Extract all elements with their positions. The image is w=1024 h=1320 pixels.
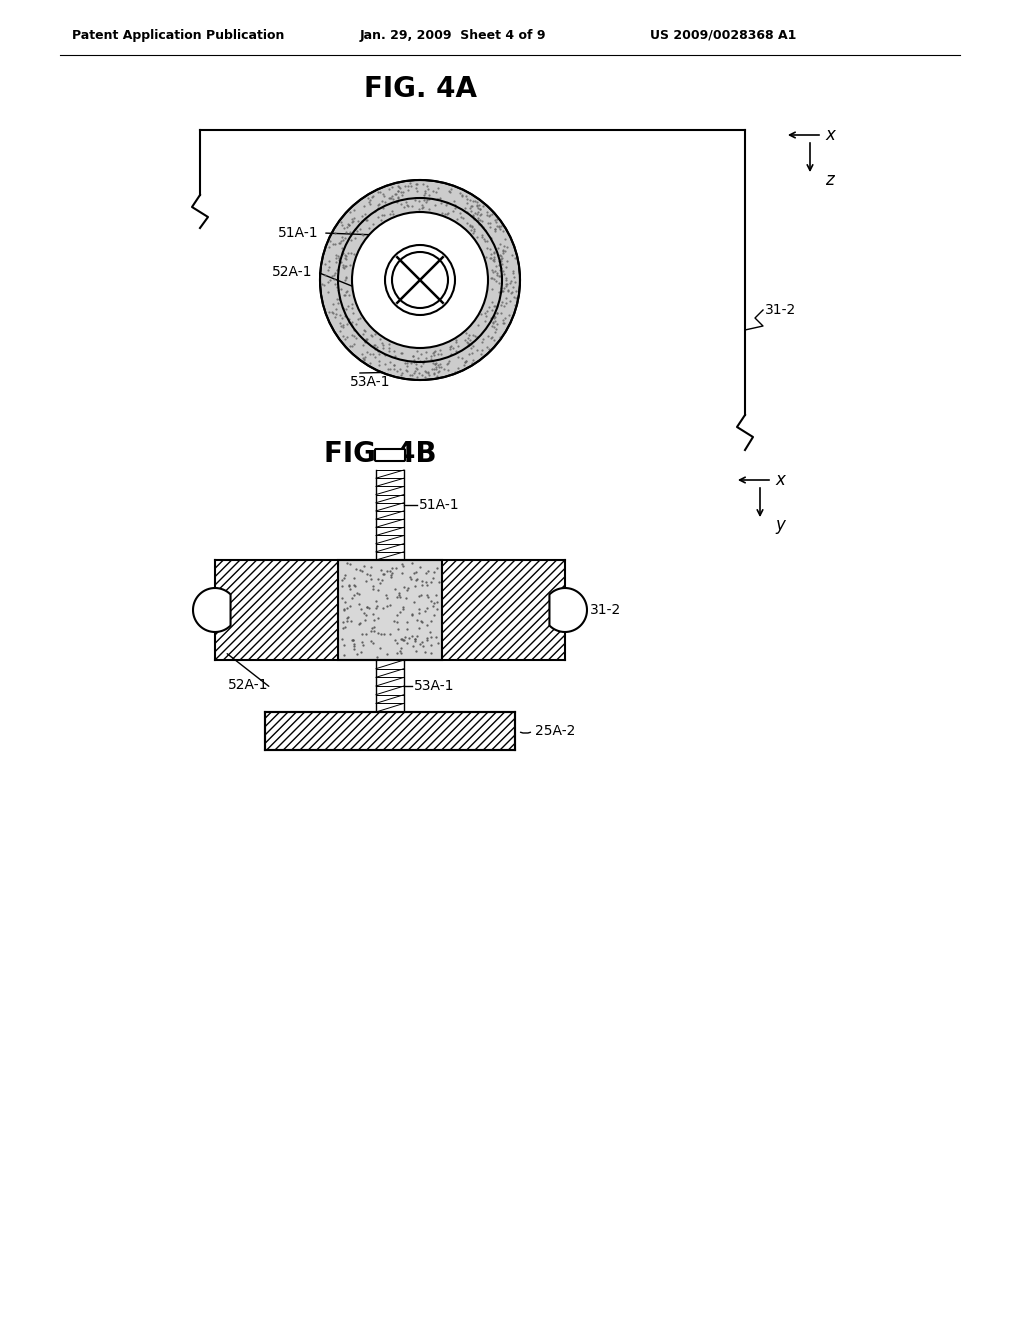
Polygon shape [550, 587, 587, 632]
Text: 52A-1: 52A-1 [272, 265, 312, 279]
Text: Patent Application Publication: Patent Application Publication [72, 29, 285, 41]
Circle shape [352, 213, 488, 348]
FancyBboxPatch shape [265, 711, 515, 750]
Text: 52A-1: 52A-1 [228, 678, 268, 692]
Text: 53A-1: 53A-1 [350, 375, 390, 389]
Text: y: y [775, 516, 784, 535]
FancyBboxPatch shape [215, 560, 565, 660]
FancyBboxPatch shape [215, 560, 338, 660]
FancyBboxPatch shape [442, 560, 565, 660]
Text: x: x [825, 125, 835, 144]
Text: 51A-1: 51A-1 [419, 498, 460, 512]
Polygon shape [194, 587, 230, 632]
FancyBboxPatch shape [338, 560, 442, 660]
FancyBboxPatch shape [375, 449, 406, 461]
Text: 31-2: 31-2 [765, 304, 797, 317]
Text: FIG. 4B: FIG. 4B [324, 440, 436, 469]
Text: z: z [825, 172, 834, 189]
Text: 51A-1: 51A-1 [278, 226, 318, 240]
Text: 25A-2: 25A-2 [535, 723, 575, 738]
Text: US 2009/0028368 A1: US 2009/0028368 A1 [650, 29, 797, 41]
FancyBboxPatch shape [265, 711, 515, 750]
Text: Jan. 29, 2009  Sheet 4 of 9: Jan. 29, 2009 Sheet 4 of 9 [360, 29, 547, 41]
Text: FIG. 4A: FIG. 4A [364, 75, 476, 103]
Text: 53A-1: 53A-1 [414, 678, 455, 693]
Circle shape [319, 180, 520, 380]
Circle shape [385, 246, 455, 315]
Text: 31-2: 31-2 [590, 603, 622, 616]
Text: x: x [775, 471, 784, 488]
